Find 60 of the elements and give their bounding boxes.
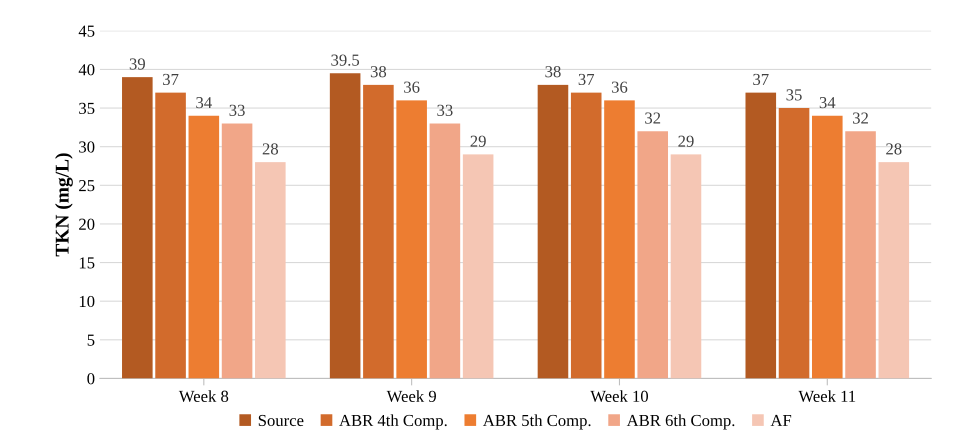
data-label: 32 bbox=[645, 112, 660, 124]
bar bbox=[570, 92, 602, 378]
data-label: 37 bbox=[753, 74, 769, 86]
bar bbox=[778, 108, 810, 378]
bar bbox=[462, 154, 494, 378]
data-label: 29 bbox=[470, 136, 486, 147]
bar bbox=[670, 154, 702, 378]
legend-label: ABR 4th Comp. bbox=[339, 414, 447, 430]
x-tick-label: Week 8 bbox=[178, 390, 228, 402]
data-label: 37 bbox=[163, 74, 178, 86]
y-tick-label: 25 bbox=[79, 180, 94, 192]
bar bbox=[122, 77, 153, 378]
bar bbox=[396, 100, 427, 378]
bar bbox=[745, 92, 776, 378]
data-label: 33 bbox=[230, 104, 245, 116]
data-label: 39.5 bbox=[331, 54, 360, 66]
y-tick-label: 5 bbox=[88, 334, 94, 346]
legend-label: ABR 6th Comp. bbox=[626, 414, 734, 430]
data-label: 34 bbox=[196, 97, 212, 108]
data-label: 32 bbox=[853, 112, 868, 124]
y-tick-label: 35 bbox=[79, 102, 94, 114]
y-tick-label: 30 bbox=[79, 141, 94, 153]
data-label: 29 bbox=[678, 136, 694, 147]
bar bbox=[812, 116, 843, 378]
y-tick-label: 45 bbox=[78, 26, 94, 37]
y-tick-label: 10 bbox=[80, 296, 94, 308]
bar bbox=[604, 100, 635, 378]
data-label: 38 bbox=[545, 66, 561, 78]
data-label: 39 bbox=[130, 58, 145, 70]
bar bbox=[155, 92, 186, 378]
data-label: 28 bbox=[262, 143, 278, 155]
bar bbox=[330, 73, 360, 378]
legend-label: Source bbox=[258, 414, 304, 426]
bar bbox=[538, 84, 568, 378]
x-tick-label: Week 11 bbox=[798, 390, 856, 402]
y-tick-label: 15 bbox=[80, 257, 94, 268]
bar bbox=[363, 84, 394, 378]
data-label: 28 bbox=[886, 143, 902, 155]
x-tick-label: Week 9 bbox=[386, 390, 436, 402]
bar bbox=[188, 116, 220, 378]
data-label: 36 bbox=[404, 82, 420, 93]
bar bbox=[878, 162, 910, 378]
legend-label: ABR 5th Comp. bbox=[482, 414, 591, 430]
y-axis-title: TKN (mg/L) bbox=[55, 153, 73, 256]
bar bbox=[430, 123, 460, 378]
legend-label: AF bbox=[770, 414, 792, 426]
data-label: 35 bbox=[786, 89, 802, 100]
bar bbox=[637, 131, 668, 378]
data-label: 38 bbox=[370, 66, 386, 78]
data-label: 37 bbox=[578, 74, 594, 86]
bar bbox=[222, 123, 252, 378]
bar bbox=[845, 131, 876, 378]
data-label: 34 bbox=[820, 97, 836, 108]
data-label: 36 bbox=[612, 82, 628, 93]
y-tick-label: 40 bbox=[78, 64, 94, 76]
data-label: 33 bbox=[437, 104, 453, 116]
y-tick-label: 0 bbox=[87, 373, 94, 384]
bar bbox=[255, 162, 286, 378]
x-tick-label: Week 10 bbox=[590, 390, 648, 402]
y-tick-label: 20 bbox=[79, 218, 94, 230]
